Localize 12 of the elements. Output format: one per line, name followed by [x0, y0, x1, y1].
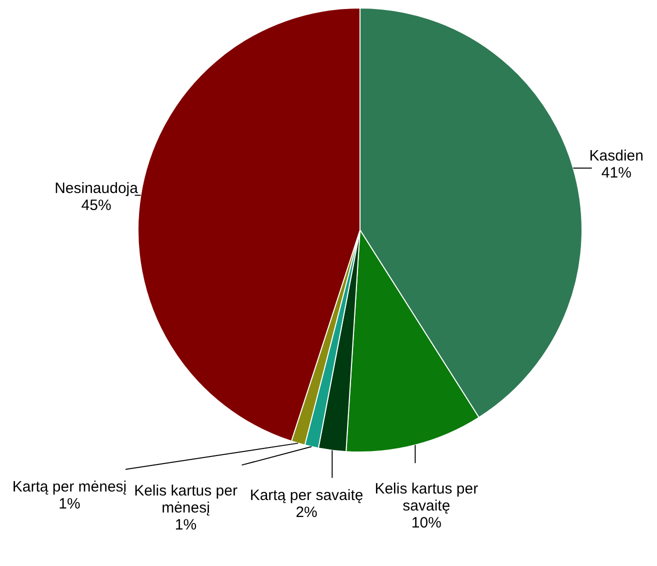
data-label: 45%	[81, 197, 112, 214]
slice-label: Kelis kartus per savaitę	[374, 480, 478, 515]
data-label: 1%	[58, 495, 80, 512]
slice-label: Kartą per savaitę	[250, 486, 364, 504]
data-label: 10%	[411, 514, 442, 532]
slice-label: Kasdien	[589, 148, 644, 165]
data-label: 2%	[296, 504, 318, 521]
data-label: 41%	[601, 164, 632, 182]
data-label: 1%	[174, 516, 197, 534]
slice-label: Kelis kartus per mėnesį	[134, 482, 238, 517]
slice-label: Kartą per mėnesį	[12, 478, 127, 496]
slice-label: Nesinaudoja	[54, 180, 139, 198]
